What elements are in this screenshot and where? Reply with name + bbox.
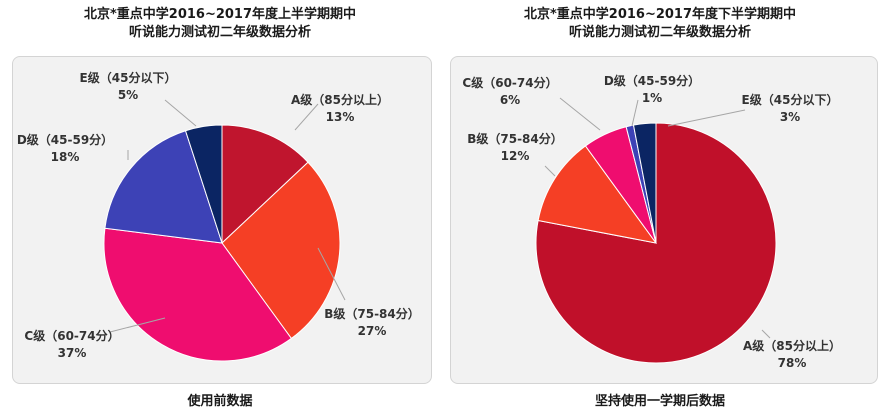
slice-label: C级（60-74分） (24, 328, 119, 343)
leader-line (631, 99, 639, 127)
chart-title-line-1: 北京*重点中学2016~2017年度上半学期期中 (83, 7, 357, 22)
chart-before: 北京*重点中学2016~2017年度上半学期期中 听说能力测试初二年级数据分析 … (0, 6, 440, 409)
chart-after: 北京*重点中学2016~2017年度下半学期期中 听说能力测试初二年级数据分析 … (440, 0, 880, 414)
leader-line (559, 97, 601, 131)
chart-title-line-1: 北京*重点中学2016~2017年度下半学期期中 (523, 7, 797, 22)
pie-slice (184, 124, 223, 244)
pie-slice (221, 124, 309, 245)
chart-caption: 使用前数据 (187, 394, 253, 409)
leader-line (544, 165, 556, 177)
slice-label: D级（45-59分） (604, 73, 700, 88)
leader-line (164, 99, 197, 127)
pie-slice (104, 130, 223, 244)
slice-label: E级（45分以下） (742, 92, 839, 107)
slice-value-label: 12% (501, 149, 530, 163)
slice-value-label: 3% (780, 110, 800, 124)
pie-slice (103, 227, 293, 362)
chart-caption: 坚持使用一学期后数据 (594, 394, 725, 409)
slice-value-label: 6% (500, 93, 520, 107)
slice-label: E级（45分以下） (80, 70, 177, 85)
slice-value-label: 1% (642, 91, 662, 105)
chart-title-line-2: 听说能力测试初二年级数据分析 (128, 25, 311, 40)
pie-slice (537, 145, 658, 244)
slice-value-label: 27% (358, 324, 387, 338)
pie-slice (632, 122, 657, 244)
slice-label: B级（75-84分） (324, 306, 420, 321)
pie-slice (221, 161, 341, 340)
slice-value-label: 5% (118, 88, 138, 102)
slice-label: A级（85分以上） (291, 92, 389, 107)
slice-label: B级（75-84分） (467, 131, 563, 146)
slice-value-label: 37% (58, 346, 87, 360)
slice-label: C级（60-74分） (462, 75, 557, 90)
chart-title: 北京*重点中学2016~2017年度下半学期期中 听说能力测试初二年级数据分析 (440, 6, 880, 42)
leader-line (109, 317, 166, 333)
leader-line (294, 103, 319, 131)
slice-value-label: 18% (51, 150, 80, 164)
leader-line (317, 247, 346, 301)
leader-line (761, 329, 771, 339)
slice-label: D级（45-59分） (17, 132, 113, 147)
slice-value-label: 13% (326, 110, 355, 124)
chart-title: 北京*重点中学2016~2017年度上半学期期中 听说能力测试初二年级数据分析 (0, 6, 440, 42)
slice-label: A级（85分以上） (743, 338, 841, 353)
leader-line (667, 109, 746, 127)
pie-chart: A级（85分以上） 13% B级（75-84分） 27% C级（60-74分） 37% D级… (17, 70, 420, 362)
chart-title-line-2: 听说能力测试初二年级数据分析 (568, 25, 751, 40)
pie-chart: A级（85分以上） 78% B级（75-84分） 12% C级（60-74分） 6% D级（… (462, 73, 841, 370)
slice-value-label: 78% (778, 356, 807, 370)
